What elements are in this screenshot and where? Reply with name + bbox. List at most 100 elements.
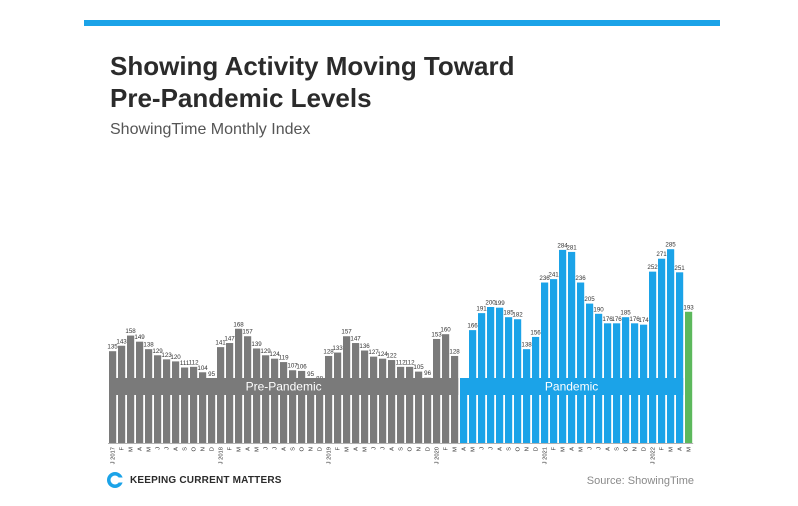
data-label: 129	[260, 348, 271, 355]
data-label: 111	[180, 360, 190, 367]
data-label: 271	[656, 251, 667, 258]
x-tick-label: O	[192, 447, 198, 452]
bar	[685, 311, 693, 443]
x-tick-label: F	[120, 447, 126, 451]
x-tick-label: N	[417, 447, 423, 451]
data-label: 112	[396, 359, 406, 366]
data-label: 176	[611, 316, 622, 323]
bar	[649, 271, 657, 443]
data-label: 106	[296, 363, 307, 370]
x-tick-label: F	[444, 447, 450, 451]
x-tick-label: J	[156, 447, 162, 450]
data-label: 236	[539, 275, 550, 282]
x-tick-label: M	[345, 447, 351, 452]
data-label: 127	[368, 349, 379, 356]
bar	[145, 349, 153, 443]
x-tick-label: O	[624, 447, 630, 452]
data-label: 135	[107, 344, 118, 351]
bar	[307, 378, 315, 443]
bar	[397, 366, 405, 443]
bar	[658, 258, 666, 443]
data-label: 136	[359, 343, 370, 350]
data-label: 285	[665, 242, 676, 249]
bar	[568, 251, 576, 443]
x-tick-label: A	[606, 447, 612, 451]
bar	[676, 272, 684, 443]
data-label: 200	[485, 300, 496, 307]
bar	[289, 370, 297, 443]
data-label: 133	[332, 345, 343, 352]
x-tick-label: M	[669, 447, 675, 452]
bar	[262, 355, 270, 443]
x-tick-label: M	[471, 447, 477, 452]
x-tick-label: S	[507, 447, 513, 451]
data-label: 156	[530, 329, 541, 336]
bar	[460, 385, 468, 443]
data-label: 128	[323, 348, 334, 355]
x-tick-label: S	[183, 447, 189, 451]
data-label: 120	[170, 354, 181, 361]
data-label: 124	[377, 351, 388, 358]
x-tick-label: M	[579, 447, 585, 452]
data-label: 129	[152, 348, 163, 355]
data-label: 138	[143, 342, 154, 349]
bar	[667, 249, 675, 443]
bar	[370, 356, 378, 443]
x-tick-label: M	[561, 447, 567, 452]
x-tick-label: J	[480, 447, 486, 450]
data-label: 176	[602, 316, 613, 323]
data-label: 185	[503, 310, 514, 317]
data-label: 191	[476, 306, 487, 313]
bar	[181, 367, 189, 443]
bar	[361, 350, 369, 443]
data-label: 107	[287, 363, 298, 370]
data-label: 124	[269, 351, 280, 358]
x-tick-label: F	[552, 447, 558, 451]
bar	[550, 279, 558, 443]
data-label: 95	[208, 371, 215, 378]
bar	[163, 359, 171, 443]
x-tick-label: D	[210, 447, 216, 451]
data-label: 176	[629, 316, 640, 323]
x-tick-label: J 2018	[219, 447, 225, 464]
x-tick-label: J	[381, 447, 387, 450]
x-tick-label: A	[678, 447, 684, 451]
data-label: 147	[224, 336, 235, 343]
data-label: 252	[647, 264, 658, 271]
x-tick-label: M	[255, 447, 261, 452]
bar	[334, 352, 342, 443]
bar	[523, 349, 531, 443]
brand-logo: KEEPING CURRENT MATTERS	[106, 470, 282, 490]
x-tick-label: S	[399, 447, 405, 451]
chart-subtitle: ShowingTime Monthly Index	[110, 121, 311, 138]
x-tick-label: A	[174, 447, 180, 451]
period-label: Pandemic	[545, 380, 598, 394]
x-tick-label: J	[588, 447, 594, 450]
source-note: Source: ShowingTime	[586, 475, 694, 487]
x-tick-label: D	[318, 447, 324, 451]
x-tick-label: J	[372, 447, 378, 450]
bar	[298, 370, 306, 443]
x-tick-label: J	[597, 447, 603, 450]
bar	[586, 303, 594, 443]
data-label: 174	[638, 317, 649, 324]
data-label: 168	[233, 321, 244, 328]
bar	[388, 360, 396, 443]
x-tick-label: A	[246, 447, 252, 451]
data-label: 193	[683, 304, 694, 311]
data-label: 96	[424, 370, 431, 377]
bar	[541, 282, 549, 443]
bar	[280, 362, 288, 443]
data-label: 251	[674, 265, 685, 272]
data-label: 185	[620, 310, 631, 317]
x-tick-label: D	[534, 447, 540, 451]
x-tick-label: M	[687, 447, 693, 452]
x-tick-label: A	[282, 447, 288, 451]
data-label: 147	[350, 336, 361, 343]
period-band	[109, 378, 459, 395]
x-tick-label: N	[633, 447, 639, 451]
x-tick-label: M	[237, 447, 243, 452]
x-tick-label: A	[570, 447, 576, 451]
x-tick-label: J 2020	[435, 447, 441, 464]
